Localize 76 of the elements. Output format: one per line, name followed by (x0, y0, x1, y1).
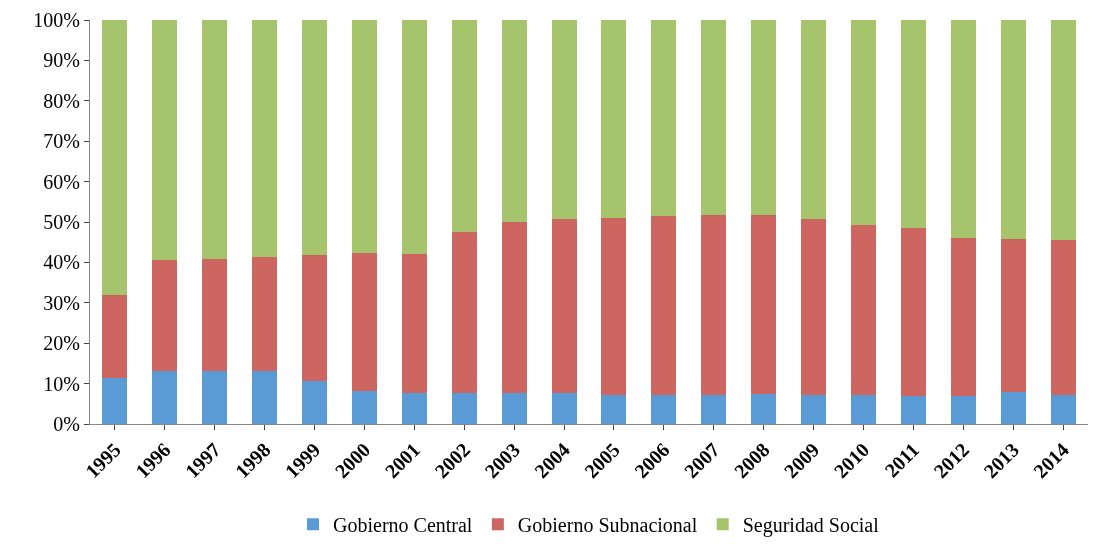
bar (1000, 20, 1026, 240)
bar (451, 20, 477, 233)
bar (451, 232, 477, 393)
bar (202, 259, 228, 372)
bar (152, 20, 178, 261)
legend-label: Gobierno Central (333, 514, 473, 537)
bar (950, 238, 976, 396)
bar (1050, 240, 1076, 395)
y-tick-label: 40% (43, 251, 80, 274)
bar (401, 253, 427, 393)
bar (551, 392, 577, 424)
y-tick-label: 20% (43, 332, 80, 355)
bar (1000, 391, 1026, 424)
bar (850, 225, 876, 395)
x-tick-label: 1999 (280, 438, 325, 483)
y-tick-label: 30% (43, 291, 80, 314)
bar (351, 390, 377, 424)
bar (1000, 239, 1026, 392)
bar (202, 371, 228, 424)
legend-label: Seguridad Social (742, 514, 880, 538)
bar (501, 222, 527, 393)
bar (252, 20, 278, 257)
bar (501, 20, 527, 222)
bar (152, 260, 178, 372)
bar (801, 20, 827, 219)
bar (401, 392, 427, 424)
bar (202, 20, 228, 260)
bar (801, 394, 827, 424)
y-tick-label: 100% (33, 9, 80, 31)
bar (252, 371, 278, 424)
y-tick-label: 10% (43, 372, 80, 395)
legend-label: Gobierno Subnacional (517, 514, 698, 537)
bar (351, 253, 377, 391)
bar (302, 380, 328, 424)
bar (351, 20, 377, 254)
bar (651, 394, 677, 424)
bar (451, 392, 477, 424)
bar (950, 20, 976, 239)
y-tick-label: 0% (53, 413, 80, 435)
bar (900, 20, 926, 229)
bar (850, 394, 876, 424)
bar (1050, 394, 1076, 424)
bar (701, 394, 727, 424)
bar (401, 20, 427, 254)
bar (900, 395, 926, 424)
bar (551, 20, 577, 219)
bar (850, 20, 876, 226)
bar (950, 395, 976, 424)
bar (102, 294, 128, 378)
y-tick-label: 80% (43, 89, 80, 112)
bar (900, 228, 926, 396)
bar (701, 20, 727, 215)
bar (801, 218, 827, 395)
bar (701, 214, 727, 395)
bar (751, 393, 777, 424)
bar (601, 394, 627, 424)
x-tick-label: 2011 (880, 438, 924, 482)
bar (601, 217, 627, 395)
bar (302, 20, 328, 255)
bar (102, 20, 128, 295)
bar (252, 256, 278, 372)
y-tick-label: 70% (43, 130, 80, 153)
bar (601, 20, 627, 218)
bar (751, 214, 777, 394)
bar (302, 254, 328, 381)
bar (501, 392, 527, 424)
bar (152, 371, 178, 424)
y-tick-label: 60% (43, 170, 80, 193)
y-tick-label: 50% (43, 211, 80, 233)
bar (651, 20, 677, 216)
bar (1050, 20, 1076, 241)
bar (651, 215, 677, 395)
y-tick-label: 90% (43, 49, 80, 72)
bar (551, 218, 577, 393)
bar (751, 20, 777, 215)
bar (102, 377, 128, 424)
